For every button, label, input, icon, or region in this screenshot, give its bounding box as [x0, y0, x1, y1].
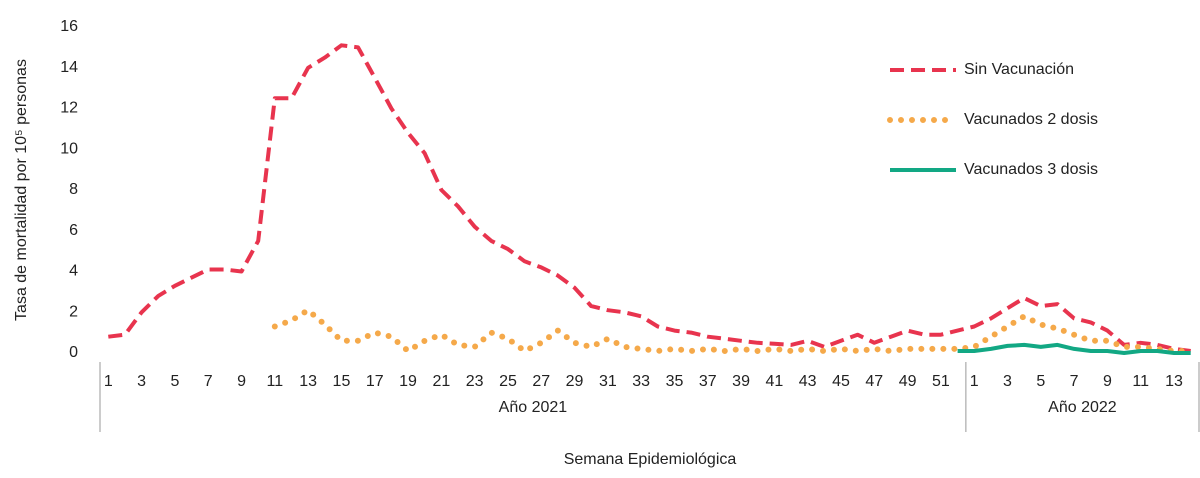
y-tick-label: 10 [60, 140, 78, 157]
x-tick-label: 11 [267, 373, 284, 390]
x-tick-label: 1 [970, 373, 979, 390]
x-tick-label: 31 [599, 373, 617, 390]
legend-label: Vacunados 2 dosis [964, 111, 1098, 128]
x-tick-label: 13 [299, 373, 317, 390]
group-label: Año 2022 [1048, 399, 1117, 416]
x-tick-label: 7 [1070, 373, 1079, 390]
series-line [271, 307, 1194, 354]
series-line [957, 342, 1191, 355]
x-tick-label: 1 [104, 373, 113, 390]
x-tick-label: 5 [1036, 373, 1045, 390]
x-tick-label: 45 [832, 373, 850, 390]
y-tick-label: 8 [69, 181, 78, 198]
y-axis-label: Tasa de mortalidad por 10⁵ personas [13, 59, 30, 321]
x-tick-label: 39 [732, 373, 750, 390]
x-tick-label: 33 [632, 373, 650, 390]
y-tick-label: 12 [60, 100, 78, 117]
x-tick-label: 29 [566, 373, 584, 390]
x-tick-label: 49 [899, 373, 917, 390]
x-tick-label: 47 [865, 373, 883, 390]
x-tick-label: 35 [666, 373, 684, 390]
x-tick-label: 27 [532, 373, 550, 390]
x-axis-label: Semana Epidemiológica [564, 451, 737, 468]
legend-label: Sin Vacunación [964, 61, 1074, 78]
x-tick-label: 3 [1003, 373, 1012, 390]
series-line [108, 43, 1191, 353]
x-tick-label: 37 [699, 373, 717, 390]
x-tick-label: 7 [204, 373, 213, 390]
x-tick-label: 11 [1132, 373, 1149, 390]
x-tick-label: 21 [432, 373, 450, 390]
x-tick-label: 13 [1165, 373, 1183, 390]
x-tick-label: 43 [799, 373, 817, 390]
y-tick-label: 14 [60, 59, 78, 76]
x-tick-label: 51 [932, 373, 950, 390]
x-tick-label: 9 [237, 373, 246, 390]
group-label: Año 2021 [499, 399, 568, 416]
y-tick-label: 2 [69, 303, 78, 320]
x-tick-label: 9 [1103, 373, 1112, 390]
y-tick-label: 0 [69, 344, 78, 361]
y-tick-label: 16 [60, 18, 78, 35]
y-tick-label: 4 [69, 263, 78, 280]
x-tick-label: 25 [499, 373, 517, 390]
x-tick-label: 15 [333, 373, 351, 390]
x-tick-label: 3 [137, 373, 146, 390]
x-tick-label: 23 [466, 373, 484, 390]
y-tick-label: 6 [69, 222, 78, 239]
x-tick-label: 19 [399, 373, 417, 390]
x-tick-label: 41 [765, 373, 783, 390]
legend-label: Vacunados 3 dosis [964, 161, 1098, 178]
x-tick-label: 5 [170, 373, 179, 390]
x-tick-label: 17 [366, 373, 384, 390]
